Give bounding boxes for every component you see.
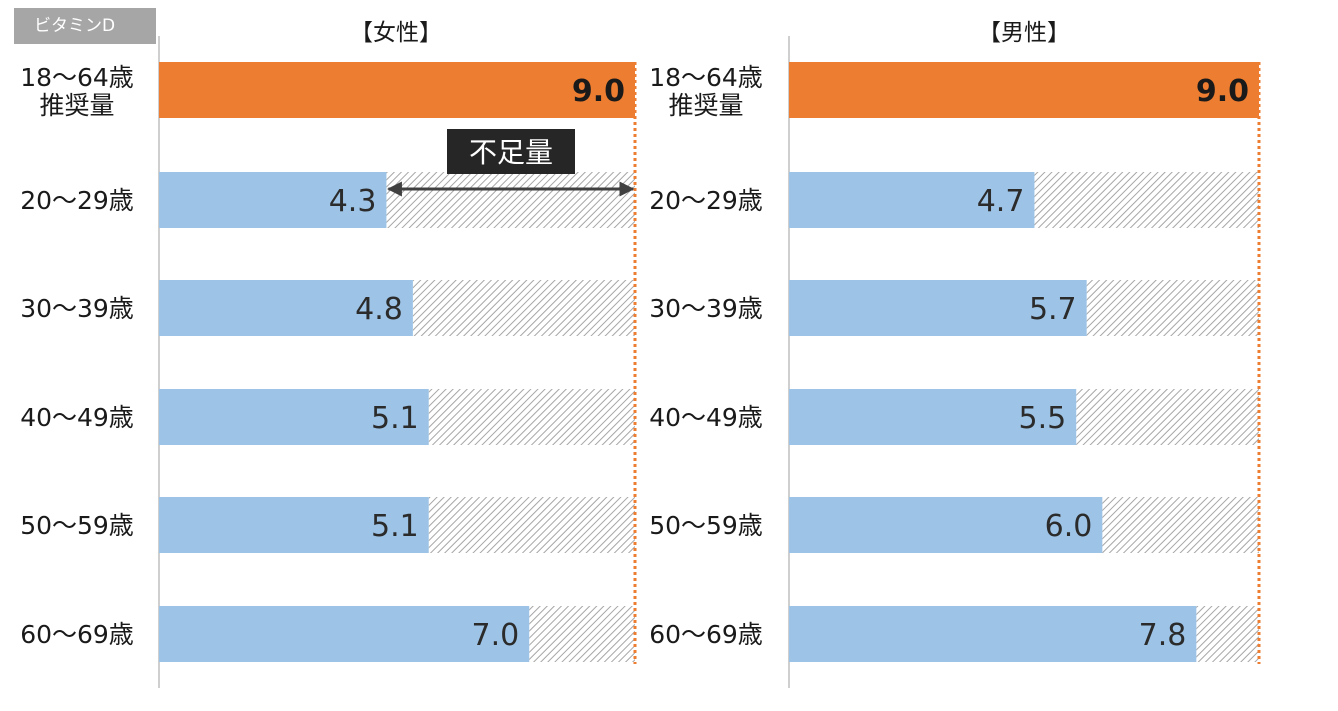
female-shortfall-bar [529,606,635,662]
male-category-label: 50～59歳 [649,511,763,540]
female-category-label: 20～29歳 [20,186,134,215]
female-value-label: 9.0 [572,74,625,109]
male-shortfall-bar [1086,280,1259,336]
female-panel-title: 【女性】 [350,20,442,46]
female-category-label: 18～64歳推奨量 [20,63,134,120]
male-value-label: 4.7 [977,184,1025,219]
male-intake-bar [789,389,1077,445]
male-shortfall-bar [1076,389,1259,445]
male-category-label: 30～39歳 [649,294,763,323]
female-shortfall-bar [428,389,635,445]
female-shortfall-bar [386,172,635,228]
nutrient-tag: ビタミンD [14,8,156,44]
female-intake-bar [159,172,387,228]
male-shortfall-bar [1102,497,1259,553]
male-intake-bar [789,606,1197,662]
female-value-label: 5.1 [371,509,419,544]
male-value-label: 9.0 [1196,74,1249,109]
female-panel: 【女性】 9.0 18～64歳推奨量 4.3 20～29歳 4.8 30～39歳 5.1 40～… [20,20,637,688]
female-category-label: 30～39歳 [20,294,134,323]
male-reference-bar [789,62,1259,118]
male-shortfall-bar [1196,606,1259,662]
male-value-label: 5.5 [1019,401,1067,436]
female-category-label: 40～49歳 [20,403,134,432]
male-value-label: 5.7 [1029,292,1077,327]
female-value-label: 7.0 [472,618,520,653]
female-intake-bar [159,497,429,553]
male-panel: 【男性】 9.0 18～64歳推奨量 4.7 20～29歳 5.7 30～39歳 5.5 40～… [649,20,1261,688]
male-panel-title: 【男性】 [978,20,1070,46]
male-category-label: 40～49歳 [649,403,763,432]
female-intake-bar [159,280,413,336]
female-category-label: 50～59歳 [20,511,134,540]
female-shortfall-bar [412,280,635,336]
male-category-label: 20～29歳 [649,186,763,215]
female-value-label: 4.8 [355,292,403,327]
male-intake-bar [789,172,1035,228]
male-intake-bar [789,280,1087,336]
male-category-label: 18～64歳推奨量 [649,63,763,120]
shortfall-annotation-box [447,129,575,174]
shortfall-annotation-label: 不足量 [469,136,553,169]
female-shortfall-bar [428,497,635,553]
female-value-label: 5.1 [371,401,419,436]
male-intake-bar [789,497,1103,553]
female-category-label: 60～69歳 [20,620,134,649]
female-intake-bar [159,606,530,662]
female-reference-bar [159,62,635,118]
male-value-label: 7.8 [1139,618,1187,653]
male-category-label: 60～69歳 [649,620,763,649]
female-value-label: 4.3 [329,184,377,219]
female-intake-bar [159,389,429,445]
male-value-label: 6.0 [1045,509,1093,544]
male-shortfall-bar [1034,172,1259,228]
